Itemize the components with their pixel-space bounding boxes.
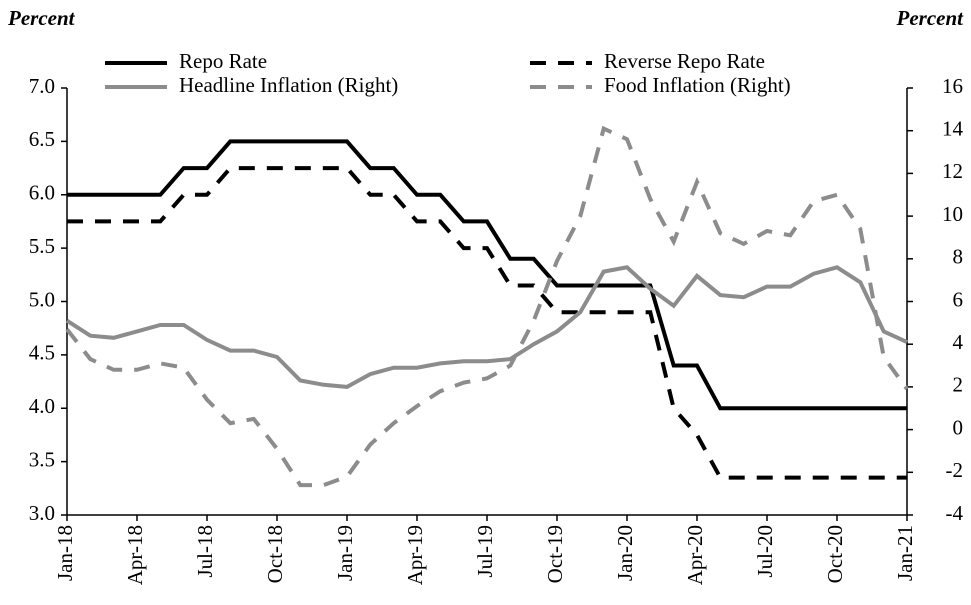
legend-label: Food Inflation (Right) (604, 73, 791, 97)
x-tick-label: Jul-20 (753, 525, 777, 578)
x-tick-label: Jul-18 (193, 525, 217, 578)
y-tick-label: 7.0 (29, 74, 55, 98)
y-tick-label: 4.5 (29, 341, 55, 365)
legend-label: Headline Inflation (Right) (179, 73, 398, 97)
x-tick-label: Jan-21 (893, 525, 917, 581)
y2-tick-label: 10 (942, 202, 963, 226)
y2-tick-label: -4 (946, 501, 964, 525)
y2-tick-label: 14 (942, 117, 964, 141)
y-axis-title: Percent (7, 6, 76, 30)
legend-label: Reverse Repo Rate (604, 49, 765, 73)
y2-tick-label: 6 (953, 287, 964, 311)
series-line (65, 265, 908, 389)
x-tick-label: Jul-19 (473, 525, 497, 578)
series-line (67, 166, 907, 480)
series-line (65, 125, 909, 488)
y-tick-label: 6.0 (29, 181, 55, 205)
legend-label: Repo Rate (179, 49, 267, 73)
y2-tick-label: 12 (942, 159, 963, 183)
y2-tick-label: 8 (953, 245, 964, 269)
x-tick-label: Apr-18 (123, 525, 147, 585)
x-tick-label: Oct-18 (263, 525, 287, 583)
y-tick-label: 5.0 (29, 287, 55, 311)
y2-tick-label: 4 (953, 330, 964, 354)
x-tick-label: Oct-19 (543, 525, 567, 583)
y-tick-label: 3.0 (29, 501, 55, 525)
x-tick-label: Jan-18 (53, 525, 77, 581)
series-line (67, 139, 907, 411)
x-tick-label: Apr-20 (683, 525, 707, 585)
y-tick-label: 6.5 (29, 127, 55, 151)
x-tick-label: Apr-19 (403, 525, 427, 585)
y-tick-label: 5.5 (29, 234, 55, 258)
y2-tick-label: 16 (942, 74, 963, 98)
y-tick-label: 3.5 (29, 447, 55, 471)
y2-tick-label: -2 (946, 458, 964, 482)
y2-axis-title: Percent (896, 6, 965, 30)
y2-tick-label: 0 (953, 415, 964, 439)
x-tick-label: Jan-19 (333, 525, 357, 581)
y2-tick-label: 2 (953, 373, 964, 397)
x-tick-label: Jan-20 (613, 525, 637, 581)
y-tick-label: 4.0 (29, 394, 55, 418)
x-tick-label: Oct-20 (823, 525, 847, 583)
